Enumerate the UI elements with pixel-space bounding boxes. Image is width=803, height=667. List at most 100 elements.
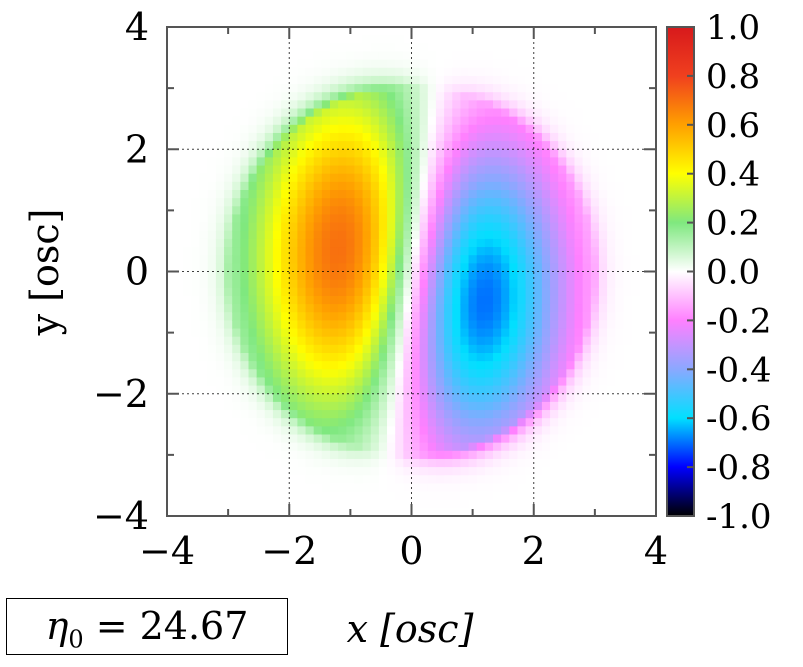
heatmap-cell	[435, 295, 445, 305]
heatmap-cell	[264, 230, 274, 240]
heatmap-cell	[207, 434, 217, 444]
heatmap-cell	[476, 75, 486, 85]
heatmap-cell	[647, 27, 657, 36]
heatmap-cell	[598, 304, 608, 313]
heatmap-cell	[338, 222, 347, 232]
heatmap-cell	[395, 393, 404, 403]
heatmap-cell	[574, 401, 584, 411]
heatmap-cell	[264, 344, 274, 354]
heatmap-cell	[354, 92, 364, 101]
heatmap-cell	[338, 353, 347, 362]
heatmap-cell	[484, 198, 494, 207]
heatmap-cell	[647, 434, 657, 444]
heatmap-cell	[248, 312, 258, 321]
heatmap-cell	[460, 385, 470, 395]
heatmap-cell	[493, 165, 502, 175]
heatmap-cell	[378, 149, 388, 158]
heatmap-cell	[590, 312, 600, 321]
heatmap-cell	[289, 214, 298, 224]
heatmap-cell	[281, 401, 290, 411]
heatmap-cell	[232, 165, 241, 175]
heatmap-cell	[313, 418, 323, 427]
heatmap-cell	[427, 377, 437, 387]
heatmap-cell	[354, 51, 364, 61]
heatmap-cell	[264, 263, 274, 273]
heatmap-cell	[321, 353, 331, 362]
heatmap-cell	[248, 507, 258, 517]
heatmap-cell	[232, 141, 241, 150]
heatmap-cell	[598, 132, 608, 142]
heatmap-cell	[175, 271, 184, 281]
heatmap-cell	[354, 385, 364, 395]
heatmap-cell	[541, 295, 551, 305]
heatmap-cell	[199, 499, 209, 509]
heatmap-cell	[281, 426, 290, 436]
heatmap-cell	[419, 491, 429, 501]
heatmap-cell	[167, 132, 176, 142]
heatmap-cell	[191, 418, 201, 427]
heatmap-cell	[305, 426, 315, 436]
heatmap-cell	[362, 35, 372, 44]
heatmap-cell	[607, 287, 616, 297]
heatmap-cell	[427, 92, 437, 101]
heatmap-cell	[207, 67, 217, 77]
heatmap-cell	[615, 312, 624, 321]
heatmap-cell	[484, 287, 494, 297]
heatmap-cell	[264, 353, 274, 362]
heatmap-cell	[281, 336, 290, 346]
heatmap-cell	[297, 116, 307, 126]
heatmap-cell	[199, 67, 209, 77]
heatmap-cell	[167, 458, 176, 468]
heatmap-cell	[330, 206, 339, 216]
heatmap-cell	[313, 483, 323, 493]
heatmap-cell	[525, 507, 535, 517]
heatmap-cell	[175, 475, 184, 484]
heatmap-cell	[501, 491, 510, 501]
heatmap-cell	[558, 287, 567, 297]
heatmap-cell	[256, 279, 266, 289]
heatmap-cell	[419, 287, 429, 297]
heatmap-cell	[566, 467, 576, 476]
heatmap-cell	[509, 67, 519, 77]
heatmap-cell	[623, 124, 633, 134]
heatmap-cell	[590, 336, 600, 346]
heatmap-cell	[248, 467, 258, 476]
heatmap-cell	[550, 263, 559, 273]
heatmap-cell	[199, 92, 209, 101]
heatmap-cell	[183, 100, 193, 110]
heatmap-cell	[403, 132, 413, 142]
heatmap-cell	[370, 287, 380, 297]
heatmap-cell	[403, 222, 413, 232]
heatmap-cell	[598, 198, 608, 207]
heatmap-cell	[452, 491, 461, 501]
heatmap-cell	[574, 124, 584, 134]
heatmap-cell	[395, 100, 404, 110]
heatmap-cell	[582, 173, 592, 183]
heatmap-cell	[631, 507, 641, 517]
heatmap-cell	[484, 475, 494, 484]
heatmap-cell	[558, 271, 567, 281]
heatmap-cell	[240, 141, 250, 150]
heatmap-cell	[207, 132, 217, 142]
heatmap-cell	[403, 434, 413, 444]
heatmap-cell	[452, 190, 461, 199]
heatmap-cell	[297, 149, 307, 158]
heatmap-cell	[590, 475, 600, 484]
heatmap-cell	[313, 426, 323, 436]
heatmap-cell	[590, 198, 600, 207]
heatmap-cell	[639, 84, 649, 93]
heatmap-cell	[574, 353, 584, 362]
heatmap-cell	[305, 353, 315, 362]
heatmap-cell	[615, 238, 624, 248]
heatmap-cell	[313, 230, 323, 240]
heatmap-cell	[240, 458, 250, 468]
heatmap-cell	[338, 124, 347, 134]
heatmap-cell	[411, 344, 421, 354]
heatmap-cell	[558, 304, 567, 313]
heatmap-cell	[631, 344, 641, 354]
heatmap-cell	[224, 320, 233, 330]
heatmap-cell	[207, 190, 217, 199]
heatmap-cell	[419, 27, 429, 36]
heatmap-cell	[338, 295, 347, 305]
heatmap-cell	[183, 238, 193, 248]
